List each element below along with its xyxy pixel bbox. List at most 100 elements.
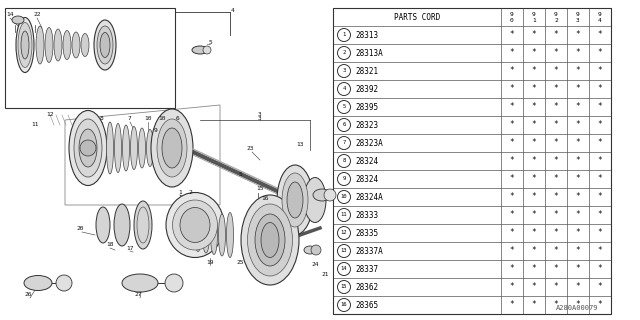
Text: *: *	[554, 84, 558, 93]
Text: *: *	[598, 67, 602, 76]
Text: *: *	[509, 174, 515, 183]
Text: 28323: 28323	[355, 121, 378, 130]
Text: 20: 20	[76, 226, 84, 230]
Circle shape	[203, 46, 211, 54]
Ellipse shape	[45, 28, 53, 62]
Text: *: *	[598, 300, 602, 309]
Text: *: *	[576, 84, 580, 93]
Text: 14: 14	[6, 12, 13, 18]
Text: *: *	[576, 246, 580, 255]
Ellipse shape	[69, 110, 107, 186]
Ellipse shape	[97, 26, 113, 64]
Text: 5: 5	[208, 39, 212, 44]
Ellipse shape	[287, 182, 303, 218]
Text: *: *	[554, 300, 558, 309]
Ellipse shape	[304, 178, 326, 222]
Text: 4: 4	[598, 18, 602, 22]
Text: *: *	[532, 49, 536, 58]
Text: 13: 13	[296, 142, 304, 148]
Text: *: *	[554, 228, 558, 237]
Ellipse shape	[114, 204, 130, 246]
Text: 28365: 28365	[355, 300, 378, 309]
Circle shape	[56, 275, 72, 291]
Text: *: *	[598, 156, 602, 165]
Text: 7: 7	[128, 116, 132, 121]
Text: *: *	[532, 300, 536, 309]
Text: 5: 5	[342, 105, 346, 109]
Text: *: *	[554, 283, 558, 292]
Text: *: *	[598, 228, 602, 237]
Ellipse shape	[36, 26, 44, 64]
Text: *: *	[532, 139, 536, 148]
Text: *: *	[509, 121, 515, 130]
Text: 28324A: 28324A	[355, 193, 383, 202]
Text: *: *	[554, 121, 558, 130]
Text: 1: 1	[532, 18, 536, 22]
Text: *: *	[532, 283, 536, 292]
Text: *: *	[509, 139, 515, 148]
Text: *: *	[532, 30, 536, 39]
Ellipse shape	[72, 32, 80, 58]
Text: 27: 27	[134, 292, 141, 298]
Text: 1: 1	[342, 33, 346, 37]
Ellipse shape	[12, 16, 24, 24]
Text: *: *	[576, 139, 580, 148]
Text: *: *	[576, 121, 580, 130]
Text: *: *	[509, 30, 515, 39]
Text: 1: 1	[178, 189, 182, 195]
Text: *: *	[509, 246, 515, 255]
Text: 6: 6	[342, 123, 346, 127]
Text: *: *	[532, 211, 536, 220]
Text: 10: 10	[144, 116, 152, 121]
Ellipse shape	[54, 29, 62, 61]
Text: 9: 9	[554, 12, 558, 17]
Text: 2: 2	[188, 189, 192, 195]
Ellipse shape	[21, 31, 29, 59]
Text: *: *	[509, 67, 515, 76]
Text: *: *	[554, 102, 558, 111]
Ellipse shape	[147, 130, 154, 166]
Text: 5: 5	[238, 172, 242, 178]
Text: 14: 14	[340, 267, 348, 271]
Text: 23: 23	[246, 146, 253, 150]
Text: 9: 9	[153, 127, 157, 132]
Text: *: *	[554, 246, 558, 255]
Ellipse shape	[115, 124, 122, 172]
Text: *: *	[598, 211, 602, 220]
Text: *: *	[554, 211, 558, 220]
Ellipse shape	[154, 131, 161, 165]
Ellipse shape	[162, 128, 182, 168]
Text: *: *	[532, 102, 536, 111]
Text: *: *	[509, 156, 515, 165]
Text: 16: 16	[261, 196, 269, 201]
Text: PARTS CORD: PARTS CORD	[394, 12, 440, 21]
Text: *: *	[598, 265, 602, 274]
Text: *: *	[532, 246, 536, 255]
Text: 22: 22	[33, 12, 41, 18]
Ellipse shape	[227, 212, 234, 258]
Text: 26: 26	[24, 292, 32, 298]
Text: 7: 7	[342, 140, 346, 146]
Text: 8: 8	[342, 158, 346, 164]
Text: *: *	[576, 193, 580, 202]
Ellipse shape	[79, 129, 97, 167]
Text: 16: 16	[340, 302, 348, 308]
Text: 9: 9	[598, 12, 602, 17]
Text: *: *	[532, 265, 536, 274]
Ellipse shape	[192, 46, 208, 54]
Text: *: *	[532, 174, 536, 183]
Text: 2: 2	[554, 18, 558, 22]
Bar	[333, 8, 611, 314]
Text: *: *	[576, 283, 580, 292]
Ellipse shape	[106, 122, 113, 174]
Text: 21: 21	[321, 273, 329, 277]
Text: 9: 9	[510, 12, 514, 17]
Text: *: *	[576, 211, 580, 220]
Ellipse shape	[122, 274, 158, 292]
Text: *: *	[576, 174, 580, 183]
Text: 11: 11	[340, 212, 348, 218]
Circle shape	[80, 140, 96, 156]
Text: A280A00079: A280A00079	[556, 305, 598, 311]
Ellipse shape	[151, 109, 193, 187]
Ellipse shape	[96, 207, 110, 243]
